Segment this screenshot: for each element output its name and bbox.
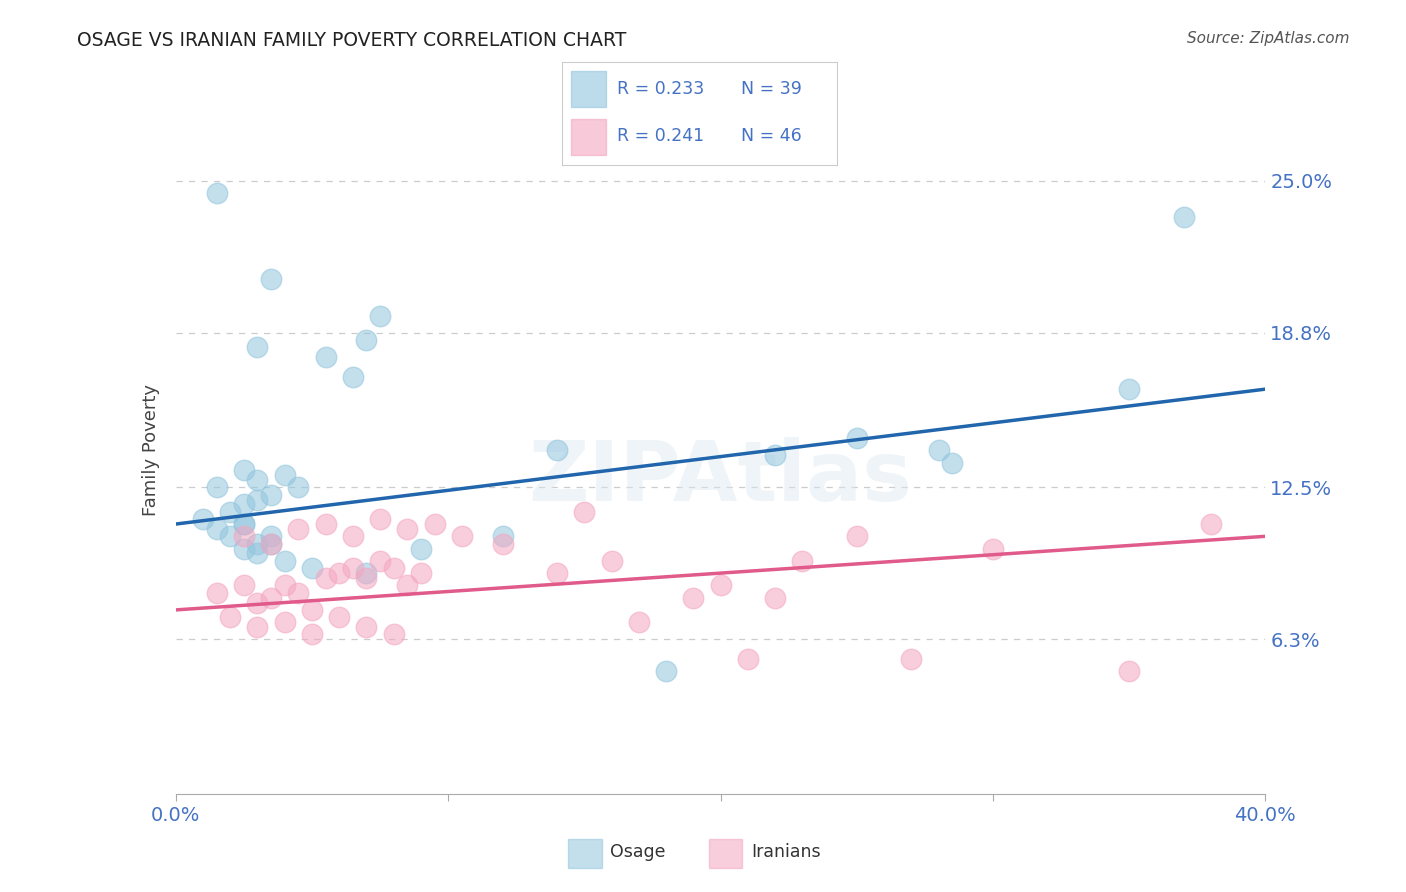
Point xyxy=(682,591,704,605)
Point xyxy=(260,591,283,605)
Point xyxy=(396,578,419,592)
Text: ZIPAtlas: ZIPAtlas xyxy=(529,437,912,518)
Point xyxy=(246,546,269,561)
Point xyxy=(1199,516,1222,531)
Point xyxy=(450,529,472,543)
Point xyxy=(246,620,269,634)
Point xyxy=(232,516,254,531)
Point xyxy=(287,586,309,600)
Point xyxy=(287,522,309,536)
Text: Iranians: Iranians xyxy=(751,843,821,862)
Point xyxy=(845,529,868,543)
Point xyxy=(219,610,242,624)
Point xyxy=(287,480,309,494)
Point xyxy=(246,340,269,354)
Point xyxy=(232,498,254,512)
Point xyxy=(301,627,323,641)
Point xyxy=(368,554,391,568)
Point xyxy=(941,456,963,470)
Point xyxy=(274,467,297,482)
Point xyxy=(315,350,337,364)
Point xyxy=(600,554,623,568)
Y-axis label: Family Poverty: Family Poverty xyxy=(142,384,160,516)
Point xyxy=(356,571,378,585)
Point xyxy=(356,566,378,581)
Point xyxy=(627,615,650,630)
Text: N = 39: N = 39 xyxy=(741,79,801,97)
FancyBboxPatch shape xyxy=(709,838,742,868)
Point xyxy=(301,603,323,617)
Point xyxy=(232,578,254,592)
Point xyxy=(546,566,568,581)
Point xyxy=(205,522,228,536)
Point xyxy=(260,537,283,551)
Point xyxy=(315,516,337,531)
Point xyxy=(342,561,364,575)
Point xyxy=(928,443,950,458)
Point xyxy=(574,505,596,519)
Point xyxy=(232,516,254,531)
Point xyxy=(546,443,568,458)
Point xyxy=(423,516,446,531)
Point xyxy=(492,529,515,543)
Point xyxy=(382,561,405,575)
Point xyxy=(763,448,786,462)
Point xyxy=(342,529,364,543)
Text: Osage: Osage xyxy=(610,843,665,862)
Point xyxy=(260,537,283,551)
Point xyxy=(368,309,391,323)
Point xyxy=(246,537,269,551)
Point xyxy=(356,333,378,347)
Point xyxy=(205,186,228,200)
FancyBboxPatch shape xyxy=(571,119,606,155)
Point xyxy=(492,537,515,551)
Point xyxy=(315,571,337,585)
Point xyxy=(274,554,297,568)
Point xyxy=(900,652,922,666)
Point xyxy=(845,431,868,445)
Point xyxy=(274,615,297,630)
Point xyxy=(260,487,283,501)
Point xyxy=(219,505,242,519)
Point xyxy=(260,271,283,285)
Point xyxy=(396,522,419,536)
Text: Source: ZipAtlas.com: Source: ZipAtlas.com xyxy=(1187,31,1350,46)
Point xyxy=(274,578,297,592)
Point xyxy=(328,566,350,581)
Point xyxy=(409,541,432,556)
FancyBboxPatch shape xyxy=(568,838,602,868)
Point xyxy=(356,620,378,634)
Point xyxy=(1118,664,1140,679)
Point xyxy=(246,596,269,610)
Point xyxy=(981,541,1004,556)
Text: R = 0.233: R = 0.233 xyxy=(617,79,704,97)
Point xyxy=(205,586,228,600)
Point xyxy=(737,652,759,666)
Point xyxy=(792,554,814,568)
Point xyxy=(232,463,254,477)
Point xyxy=(246,473,269,487)
Point xyxy=(342,369,364,384)
Text: R = 0.241: R = 0.241 xyxy=(617,128,704,145)
Point xyxy=(655,664,678,679)
Point xyxy=(246,492,269,507)
Point xyxy=(710,578,733,592)
Text: OSAGE VS IRANIAN FAMILY POVERTY CORRELATION CHART: OSAGE VS IRANIAN FAMILY POVERTY CORRELAT… xyxy=(77,31,627,50)
Point xyxy=(232,529,254,543)
Point xyxy=(191,512,214,526)
Point xyxy=(409,566,432,581)
Point xyxy=(368,512,391,526)
Point xyxy=(1173,211,1195,225)
Point xyxy=(328,610,350,624)
FancyBboxPatch shape xyxy=(571,70,606,106)
Point xyxy=(260,529,283,543)
Point xyxy=(1118,382,1140,396)
Point xyxy=(205,480,228,494)
Point xyxy=(763,591,786,605)
Point xyxy=(301,561,323,575)
Point xyxy=(382,627,405,641)
Text: N = 46: N = 46 xyxy=(741,128,801,145)
Point xyxy=(219,529,242,543)
Point xyxy=(232,541,254,556)
